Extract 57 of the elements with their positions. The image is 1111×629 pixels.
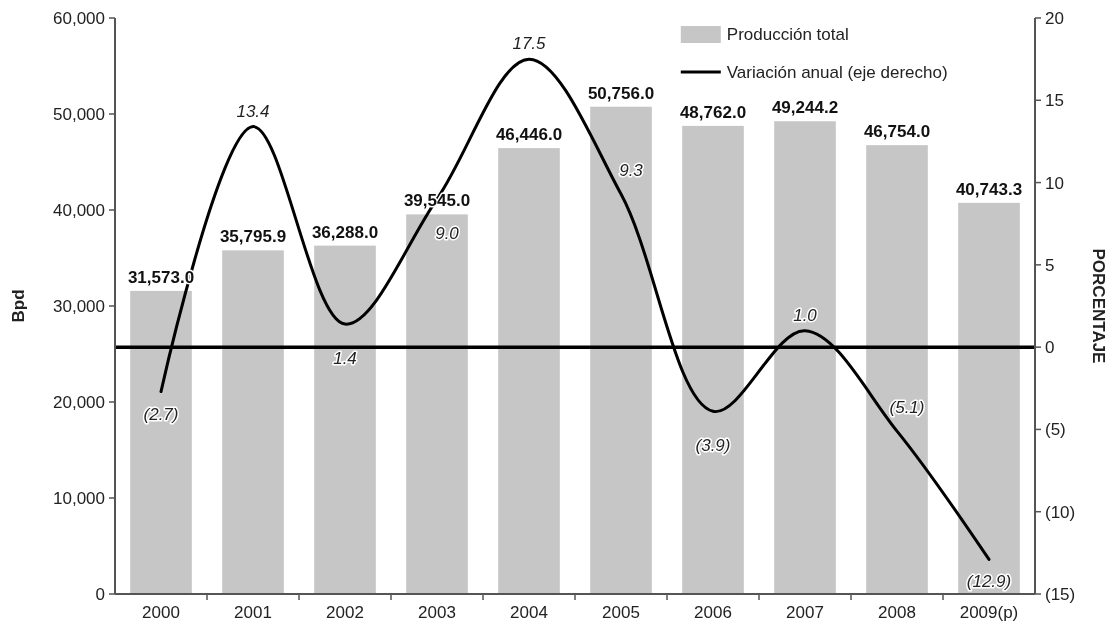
bar [498,148,560,594]
x-tick-label: 2007 [786,603,824,622]
y-tick-label: 40,000 [53,200,105,220]
data-label: 46,446.0 [495,125,563,145]
x-tick-label: 2005 [602,603,640,622]
data-label: (2.7) [143,404,179,424]
bar [866,145,928,594]
data-label: 36,288.0 [311,222,379,242]
bar [682,125,744,594]
bar [222,250,284,594]
y2-tick-label: 20 [1045,8,1064,28]
y2-tick-label: (5) [1045,420,1066,440]
x-tick-label: 2004 [510,603,548,622]
bar [774,121,836,594]
bar [958,202,1020,594]
legend-label: Variación anual (eje derecho) [726,62,948,82]
y-tick-label: 30,000 [53,296,105,316]
x-tick-label: 2006 [694,603,732,622]
x-tick-label: 2001 [234,603,272,622]
data-label: 13.4 [236,101,270,121]
x-tick-label: 2002 [326,603,364,622]
y2-tick-label: (10) [1045,502,1076,522]
data-label: 1.4 [333,349,357,369]
y-tick-label: 50,000 [53,104,105,124]
bar [590,106,652,594]
data-label: 48,762.0 [679,102,747,122]
data-label: 9.3 [619,161,644,181]
x-tick-label: 2008 [878,603,916,622]
data-label: 35,795.9 [219,227,287,247]
y-axis-title: Bpd [9,289,28,323]
data-label: 9.0 [435,224,460,244]
data-label: 1.0 [793,305,818,325]
data-label: 49,244.2 [771,98,839,118]
y2-tick-label: 10 [1045,173,1064,193]
y2-tick-label: 0 [1045,338,1055,358]
data-label: 46,754.0 [863,122,931,142]
data-label: 17.5 [512,34,547,54]
y2-tick-label: 15 [1045,91,1064,111]
y2-tick-label: 5 [1045,255,1055,275]
bar [130,290,192,594]
data-label: (3.9) [695,436,731,456]
data-label: 40,743.3 [955,179,1023,199]
x-tick-label: 2003 [418,603,456,622]
y2-tick-label: (15) [1045,584,1076,604]
x-tick-label: 2000 [142,603,180,622]
y-tick-label: 0 [95,584,105,604]
bar [314,245,376,594]
x-tick-label: 2009(p) [959,603,1019,622]
bar [406,214,468,594]
data-label: (12.9) [966,572,1012,592]
data-label: (5.1) [889,398,925,418]
y-tick-label: 60,000 [53,8,105,28]
y-tick-label: 20,000 [53,392,105,412]
y2-axis-title: PORCENTAJE [1089,248,1108,364]
data-label: 50,756.0 [587,83,655,103]
legend-label: Producción total [726,24,849,44]
y-tick-label: 10,000 [53,488,105,508]
